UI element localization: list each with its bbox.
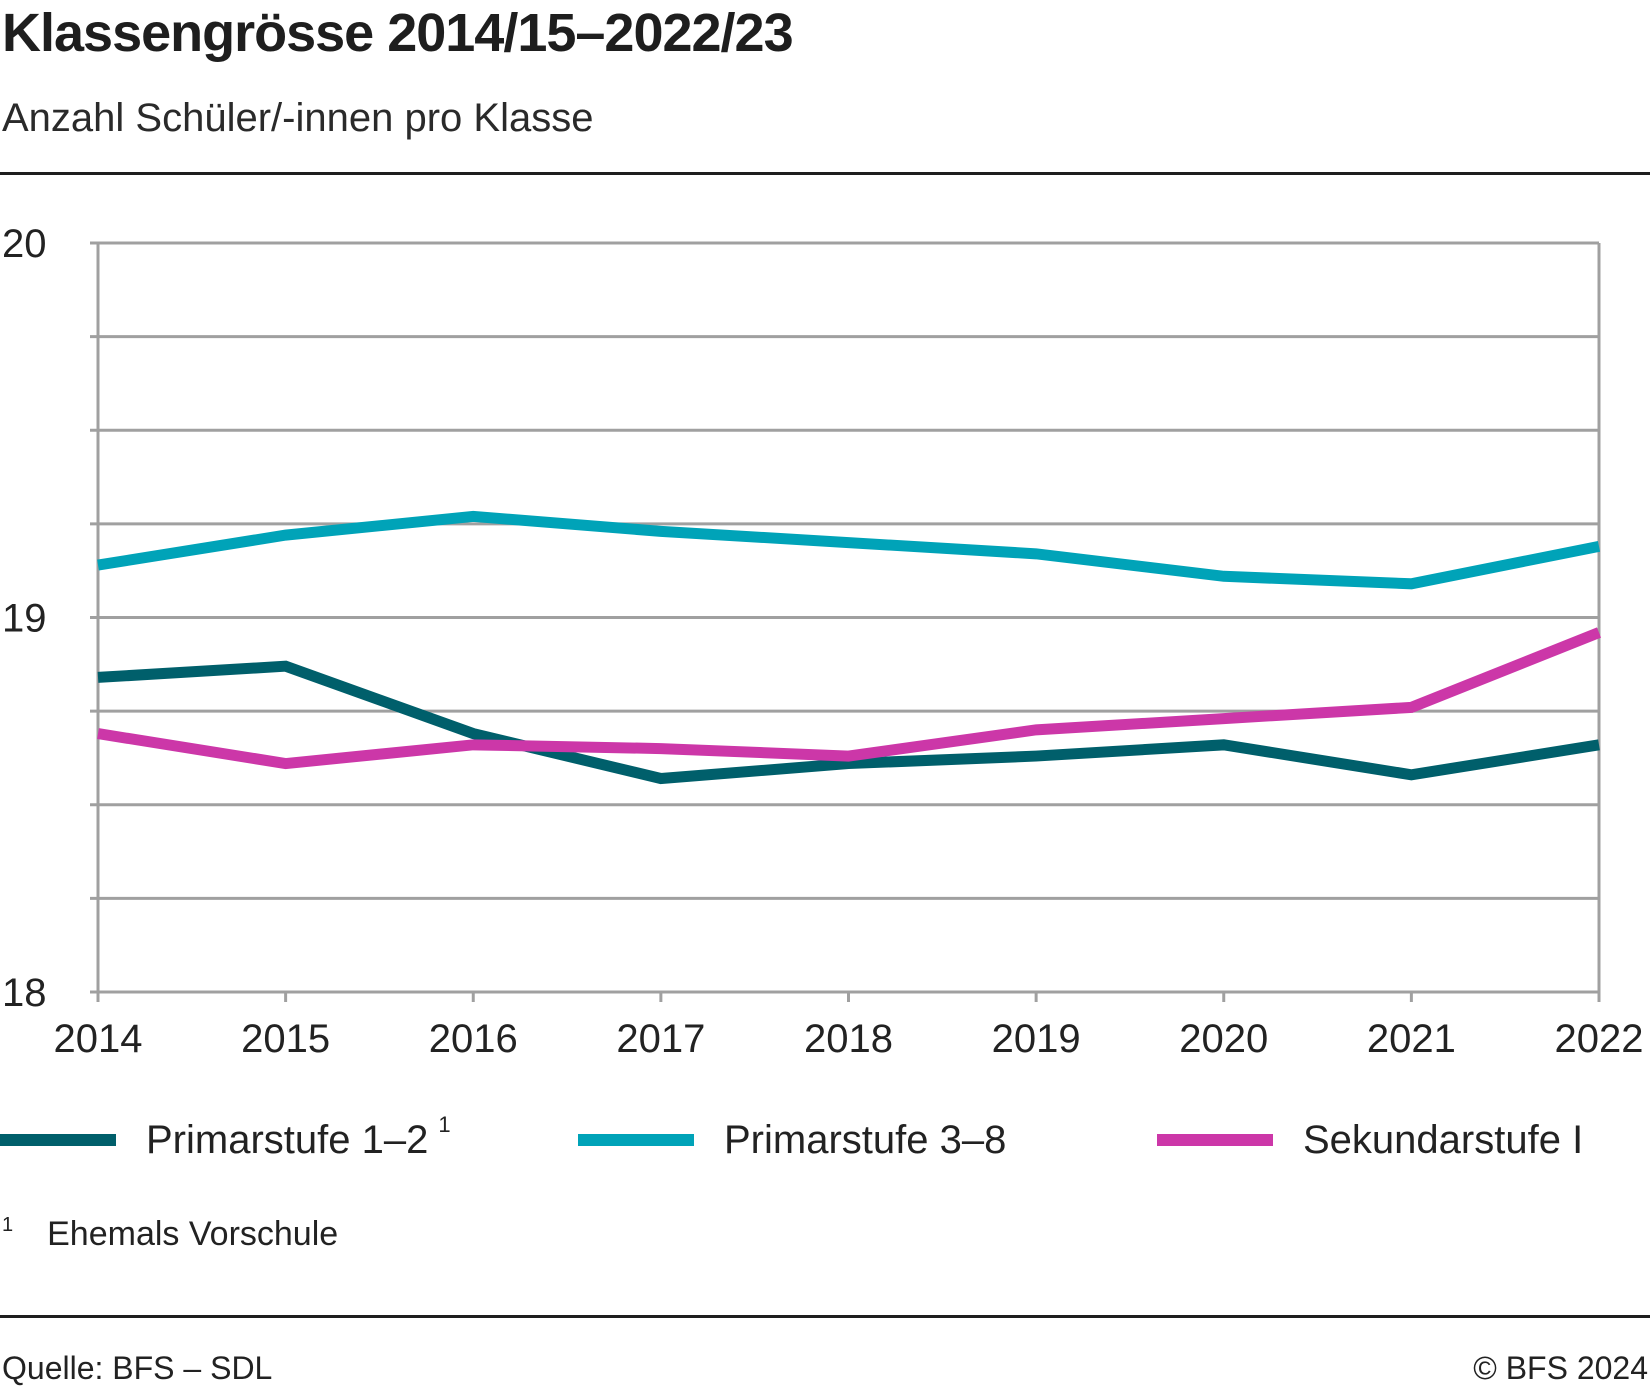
x-axis-tick-labels: 2014 2015 2016 2017 2018 2019 2020 2021 2022 bbox=[54, 1017, 1644, 1061]
x-tick-label-2017: 2017 bbox=[616, 1017, 705, 1061]
y-tick-label-18: 18 bbox=[2, 971, 47, 1015]
y-tick-label-19: 19 bbox=[2, 597, 47, 641]
bottom-divider bbox=[0, 1315, 1650, 1318]
legend-swatch-primarstufe-1-2 bbox=[0, 1134, 116, 1146]
legend: Primarstufe 1–2 1 Primarstufe 3–8 Sekunda… bbox=[0, 1110, 1650, 1170]
top-divider bbox=[0, 172, 1650, 175]
source-note: Quelle: BFS – SDL bbox=[2, 1350, 273, 1386]
copyright-note: © BFS 2024 bbox=[1473, 1350, 1648, 1386]
footnote-text: Ehemals Vorschule bbox=[47, 1215, 339, 1253]
legend-label-primarstufe-3-8: Primarstufe 3–8 bbox=[724, 1117, 1007, 1162]
x-tick-label-2014: 2014 bbox=[54, 1017, 143, 1061]
gridlines bbox=[90, 241, 1599, 994]
legend-swatch-sekundarstufe-i bbox=[1157, 1134, 1273, 1146]
series-line-primarstufe-1-2 bbox=[97, 660, 1600, 785]
y-axis-tick-labels: 18 19 20 bbox=[2, 222, 47, 1015]
chart-subtitle: Anzahl Schüler/-innen pro Klasse bbox=[2, 96, 594, 140]
legend-item-sekundarstufe-i: Sekundarstufe I bbox=[1157, 1110, 1583, 1170]
footnote-mark: 1 bbox=[2, 1214, 14, 1236]
x-tick-label-2016: 2016 bbox=[429, 1017, 518, 1061]
axes bbox=[90, 243, 1601, 1002]
x-tick-label-2022: 2022 bbox=[1555, 1017, 1644, 1061]
y-tick-label-20: 20 bbox=[2, 222, 47, 266]
legend-item-primarstufe-1-2: Primarstufe 1–2 1 bbox=[0, 1110, 451, 1170]
x-tick-label-2019: 2019 bbox=[992, 1017, 1081, 1061]
legend-label-text: Primarstufe 1–2 bbox=[146, 1117, 429, 1162]
legend-footnote-mark: 1 bbox=[438, 1112, 451, 1138]
series-lines bbox=[97, 510, 1602, 785]
x-tick-label-2020: 2020 bbox=[1179, 1017, 1268, 1061]
legend-label-sekundarstufe-i: Sekundarstufe I bbox=[1303, 1117, 1584, 1162]
footnote: 1 Ehemals Vorschule bbox=[2, 1214, 339, 1254]
chart-title: Klassengrösse 2014/15–2022/23 bbox=[2, 3, 794, 63]
legend-item-primarstufe-3-8: Primarstufe 3–8 bbox=[578, 1110, 1006, 1170]
legend-swatch-primarstufe-3-8 bbox=[578, 1134, 694, 1146]
series-line-sekundarstufe-i bbox=[97, 627, 1602, 770]
x-tick-label-2018: 2018 bbox=[804, 1017, 893, 1061]
x-tick-label-2021: 2021 bbox=[1367, 1017, 1456, 1061]
x-tick-label-2015: 2015 bbox=[241, 1017, 330, 1061]
series-line-primarstufe-3-8 bbox=[97, 510, 1601, 590]
legend-label-primarstufe-1-2: Primarstufe 1–2 1 bbox=[146, 1112, 451, 1163]
